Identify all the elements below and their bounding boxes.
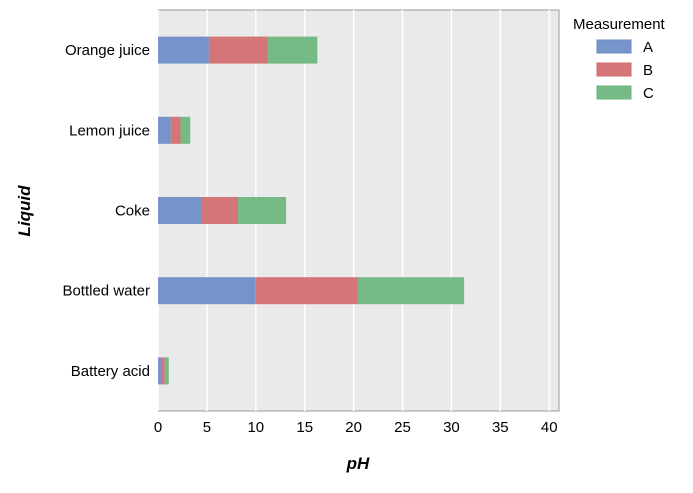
- x-tick-label-25: 25: [394, 419, 411, 436]
- grid-lines: [157, 10, 550, 411]
- y-tick-labels: Battery acid Bottled water Coke Lemon juice…: [62, 42, 150, 380]
- legend-swatch-a: [596, 39, 632, 54]
- x-tick-labels: 0 5 10 15 20 25 30 35 40: [154, 419, 558, 436]
- x-tick-label-30: 30: [443, 419, 460, 436]
- bar-coke-b: [202, 197, 239, 224]
- y-tick-label-battery-acid: Battery acid: [71, 363, 150, 380]
- bar-bottled-water-a: [158, 277, 256, 305]
- y-axis-title: Liquid: [15, 185, 34, 237]
- legend-swatch-c: [596, 85, 632, 100]
- bar-battery-acid-b: [161, 357, 165, 385]
- x-tick-label-15: 15: [296, 419, 313, 436]
- legend-label-a: A: [643, 39, 653, 56]
- bars: [158, 36, 465, 385]
- legend-label-c: C: [643, 85, 654, 102]
- x-tick-label-20: 20: [345, 419, 362, 436]
- y-tick-label-lemon-juice: Lemon juice: [69, 122, 150, 139]
- bar-battery-acid-c: [164, 357, 169, 385]
- bar-battery-acid-a: [158, 357, 162, 385]
- bar-orange-juice-a: [158, 36, 209, 64]
- bar-coke-a: [158, 197, 203, 224]
- y-tick-label-orange-juice: Orange juice: [65, 42, 150, 59]
- bar-orange-juice-c: [267, 36, 318, 64]
- bar-bottled-water-c: [357, 277, 465, 305]
- bar-lemon-juice-a: [158, 116, 171, 144]
- legend-swatch-b: [596, 62, 632, 77]
- bar-lemon-juice-c: [180, 116, 191, 144]
- bar-orange-juice-b: [208, 36, 268, 64]
- legend: Measurement ABC: [573, 16, 666, 102]
- legend-label-b: B: [643, 62, 653, 79]
- x-axis-title: pH: [346, 454, 370, 473]
- x-tick-label-0: 0: [154, 419, 162, 436]
- bar-coke-c: [238, 197, 287, 224]
- bar-bottled-water-b: [255, 277, 358, 305]
- x-tick-label-40: 40: [541, 419, 558, 436]
- bar-lemon-juice-b: [170, 116, 181, 144]
- y-tick-label-coke: Coke: [115, 203, 150, 220]
- x-tick-label-5: 5: [203, 419, 211, 436]
- x-tick-label-35: 35: [492, 419, 509, 436]
- legend-title: Measurement: [573, 16, 666, 33]
- y-tick-label-bottled-water: Bottled water: [62, 283, 150, 300]
- legend-items: ABC: [596, 39, 654, 102]
- x-tick-label-10: 10: [247, 419, 264, 436]
